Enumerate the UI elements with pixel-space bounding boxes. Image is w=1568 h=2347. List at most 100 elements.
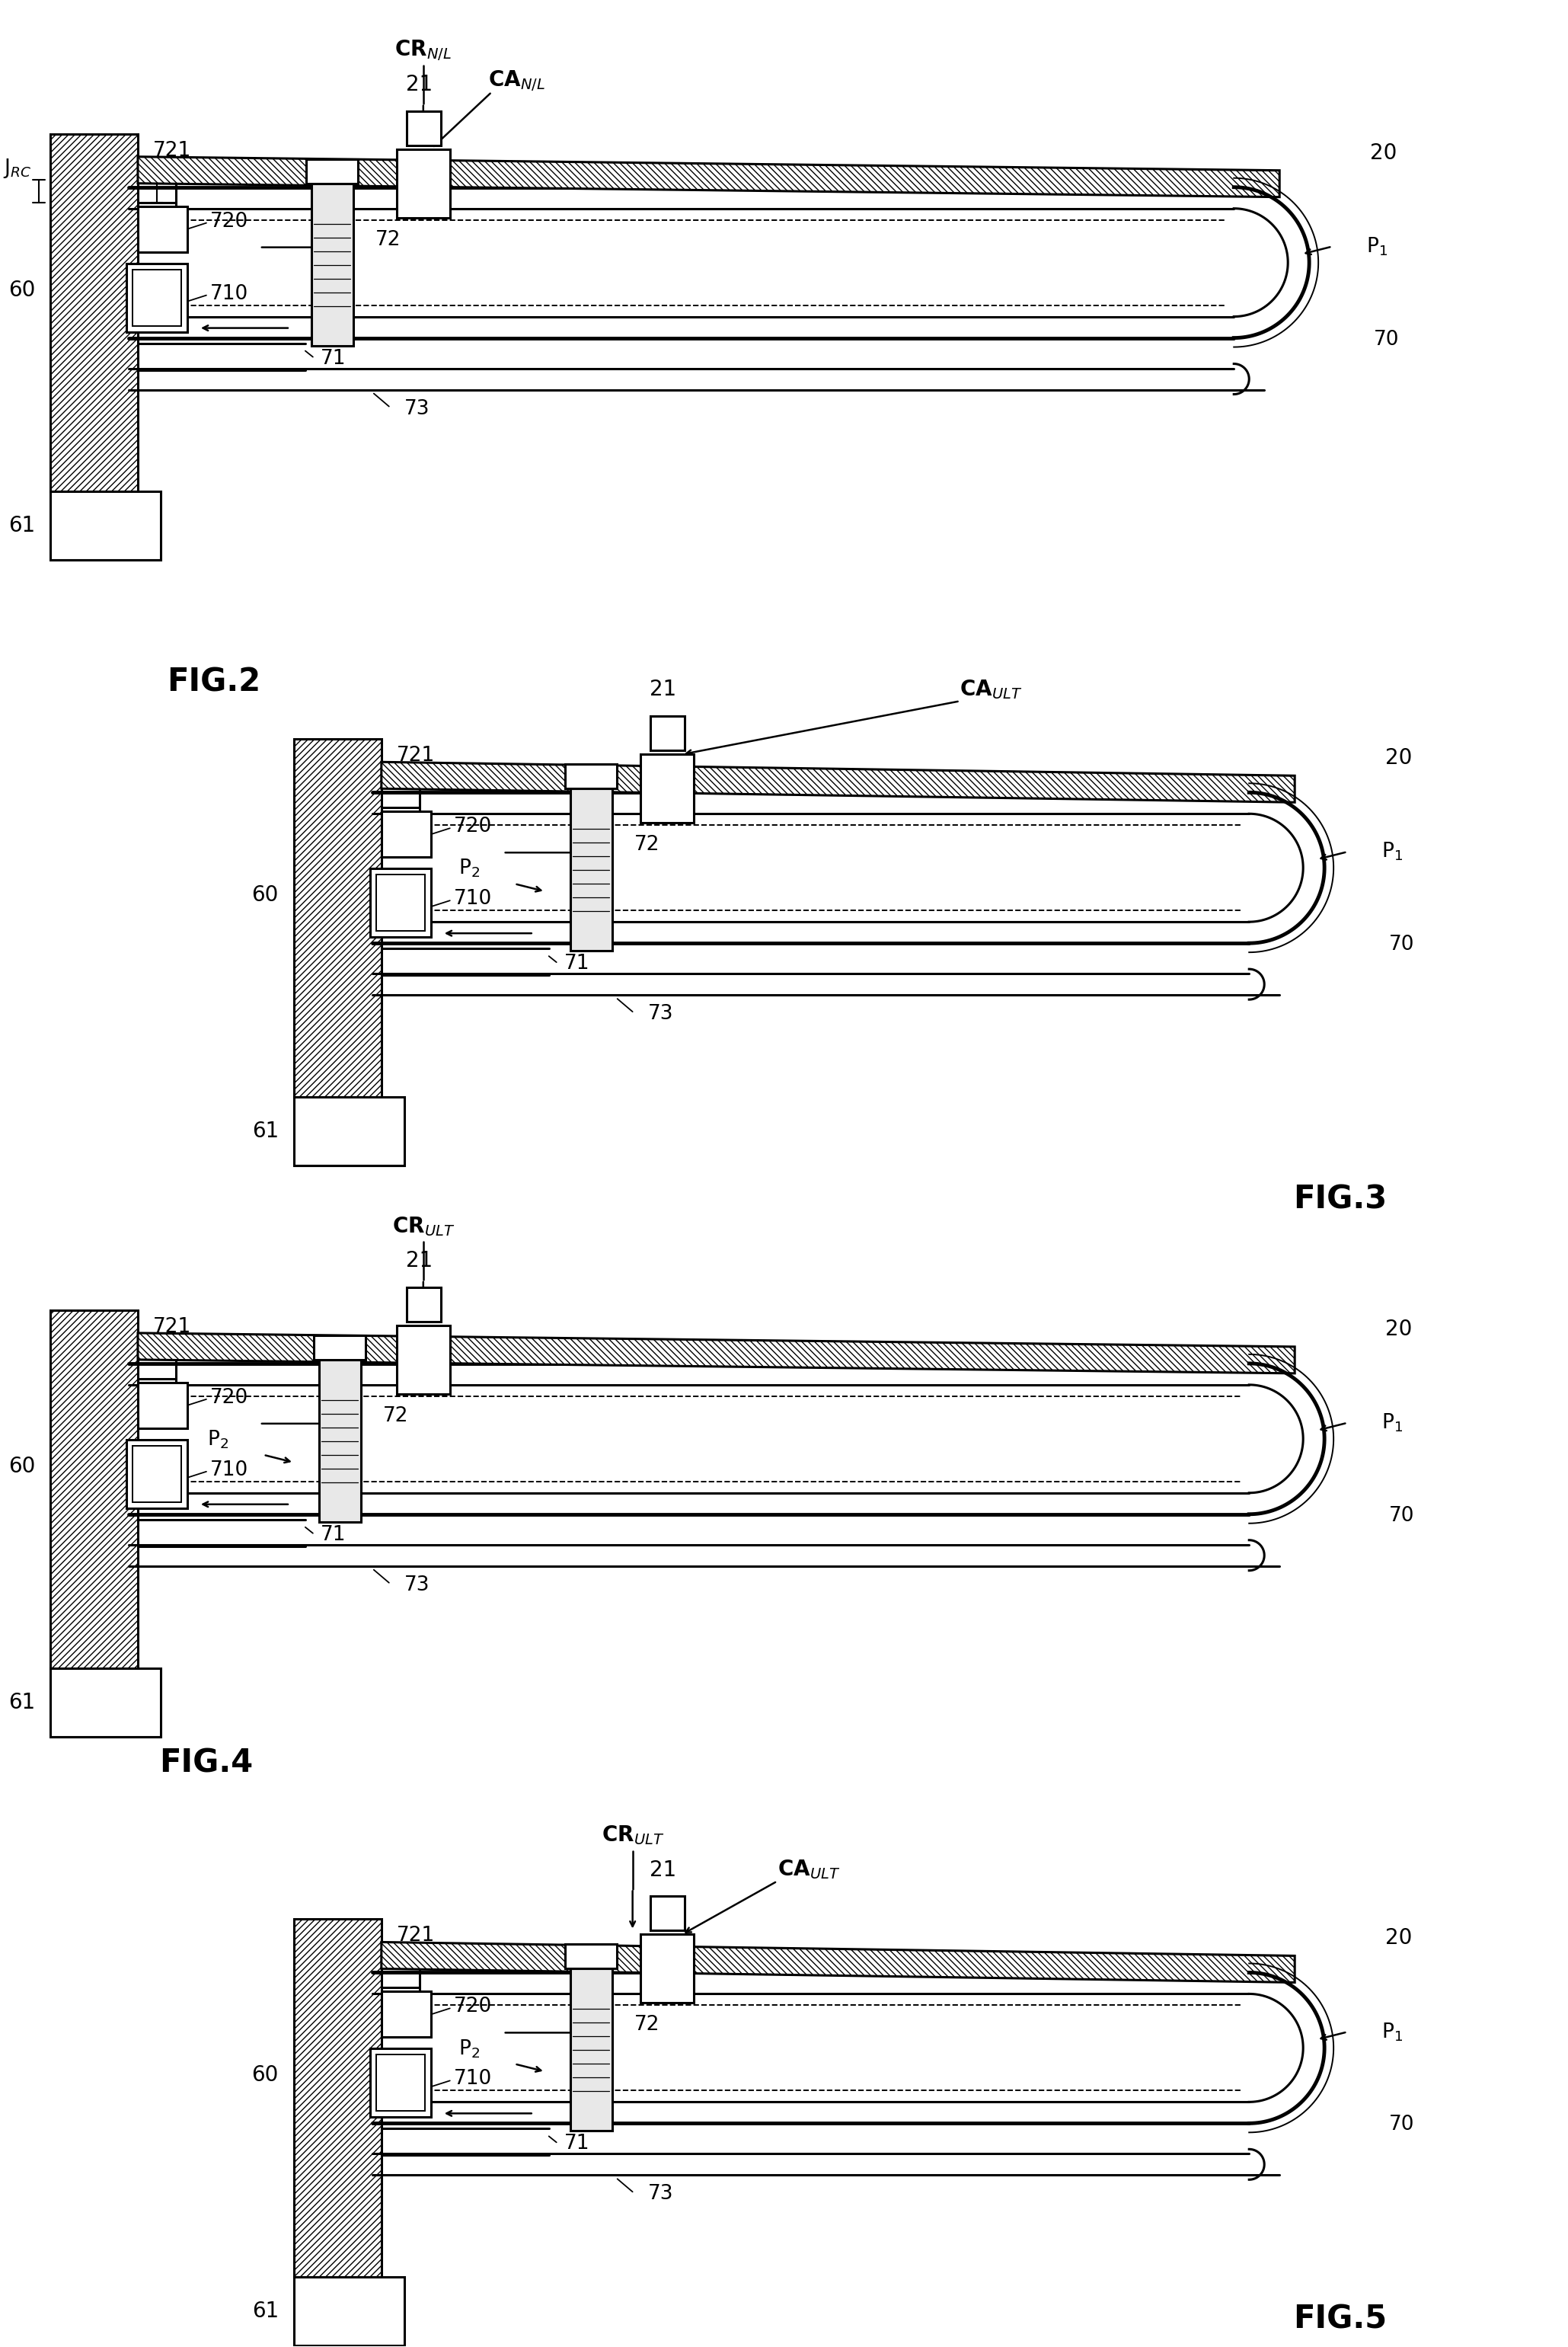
Bar [370, 868, 431, 936]
Text: CA$_{ULT}$: CA$_{ULT}$ [960, 678, 1022, 702]
Text: CA$_{N/L}$: CA$_{N/L}$ [488, 68, 546, 92]
Bar [293, 2277, 405, 2345]
Bar [381, 1993, 431, 2037]
Bar [50, 134, 138, 493]
Text: FIG.4: FIG.4 [160, 1746, 252, 1779]
Text: 20: 20 [1386, 1927, 1413, 1948]
Text: P$_1$: P$_1$ [1366, 235, 1388, 258]
Text: 61: 61 [252, 2300, 279, 2321]
Bar [138, 207, 187, 251]
Text: 72: 72 [633, 836, 660, 854]
Text: 70: 70 [1374, 329, 1399, 350]
Bar [50, 1310, 138, 1669]
Text: P$_2$: P$_2$ [458, 2037, 480, 2061]
Text: 721: 721 [154, 141, 191, 160]
Text: 73: 73 [648, 1005, 673, 1023]
Bar [50, 1669, 160, 1737]
Text: 721: 721 [397, 1927, 434, 1946]
Bar [50, 493, 160, 561]
Text: 720: 720 [453, 1997, 492, 2016]
Text: P$_1$: P$_1$ [1381, 2021, 1403, 2042]
Text: 721: 721 [154, 1317, 191, 1338]
Text: J$_{RC}$: J$_{RC}$ [3, 157, 31, 181]
Bar [640, 1934, 693, 2002]
Bar [564, 765, 616, 789]
Text: 61: 61 [252, 1120, 279, 1143]
Text: 710: 710 [210, 1460, 248, 1481]
Polygon shape [138, 157, 1279, 197]
Text: 61: 61 [8, 516, 34, 537]
Text: 60: 60 [252, 2065, 279, 2086]
Bar [314, 1335, 365, 1359]
Text: 60: 60 [8, 279, 34, 300]
Text: 72: 72 [633, 2016, 660, 2035]
Bar [640, 753, 693, 824]
Text: 70: 70 [1389, 2115, 1414, 2136]
Text: 20: 20 [1370, 143, 1397, 164]
Text: P$_1$: P$_1$ [1381, 840, 1403, 864]
Text: 72: 72 [375, 230, 401, 249]
Text: P$_2$: P$_2$ [207, 1429, 229, 1450]
Bar [651, 1896, 684, 1932]
Bar [293, 1096, 405, 1166]
Bar [133, 1446, 182, 1502]
Text: 71: 71 [320, 350, 347, 368]
Bar [381, 812, 431, 857]
Text: 73: 73 [405, 399, 430, 418]
Text: CR$_{N/L}$: CR$_{N/L}$ [395, 38, 452, 61]
Polygon shape [381, 763, 1295, 803]
Bar [571, 1969, 612, 2131]
Text: FIG.2: FIG.2 [168, 667, 260, 697]
Bar [571, 789, 612, 951]
Text: 720: 720 [453, 817, 492, 836]
Text: 60: 60 [252, 885, 279, 906]
Text: FIG.3: FIG.3 [1294, 1183, 1388, 1216]
Bar [651, 716, 684, 751]
Text: 60: 60 [8, 1455, 34, 1476]
Bar [312, 183, 353, 345]
Bar [397, 150, 450, 218]
Text: 72: 72 [383, 1406, 408, 1427]
Bar [376, 2054, 425, 2110]
Polygon shape [138, 1333, 1295, 1373]
Text: 71: 71 [564, 953, 590, 974]
Text: 70: 70 [1389, 934, 1414, 955]
Bar [318, 1359, 361, 1521]
Text: 70: 70 [1389, 1507, 1414, 1526]
Text: P$_2$: P$_2$ [458, 857, 480, 880]
Text: 71: 71 [320, 1526, 347, 1544]
Bar [138, 1382, 187, 1429]
Text: 710: 710 [453, 2070, 492, 2089]
Bar [406, 110, 441, 146]
Text: 21: 21 [649, 1859, 676, 1880]
Text: CA$_{ULT}$: CA$_{ULT}$ [778, 1859, 840, 1880]
Text: J$_{AC}$: J$_{AC}$ [187, 157, 215, 181]
Bar [127, 263, 187, 331]
Text: 710: 710 [453, 890, 492, 908]
Text: 73: 73 [405, 1575, 430, 1596]
Text: 21: 21 [406, 73, 433, 94]
Text: CR$_{ULT}$: CR$_{ULT}$ [601, 1824, 663, 1847]
Bar [293, 739, 381, 1096]
Text: 73: 73 [648, 2185, 673, 2204]
Bar [293, 1920, 381, 2277]
Text: 720: 720 [210, 1387, 248, 1408]
Bar [397, 1326, 450, 1394]
Bar [376, 875, 425, 932]
Text: FIG.5: FIG.5 [1294, 2302, 1388, 2335]
Bar [564, 1943, 616, 1969]
Polygon shape [381, 1941, 1295, 1983]
Text: 21: 21 [406, 1251, 433, 1272]
Text: 20: 20 [1386, 1319, 1413, 1340]
Bar [306, 160, 358, 183]
Bar [133, 270, 182, 326]
Text: 61: 61 [8, 1692, 34, 1713]
Text: 721: 721 [397, 746, 434, 765]
Bar [370, 2049, 431, 2117]
Text: 720: 720 [210, 211, 248, 232]
Text: CR$_{ULT}$: CR$_{ULT}$ [392, 1216, 455, 1237]
Text: 20: 20 [1386, 746, 1413, 770]
Text: P$_1$: P$_1$ [1381, 1413, 1403, 1434]
Text: 71: 71 [564, 2133, 590, 2155]
Text: 21: 21 [649, 678, 676, 699]
